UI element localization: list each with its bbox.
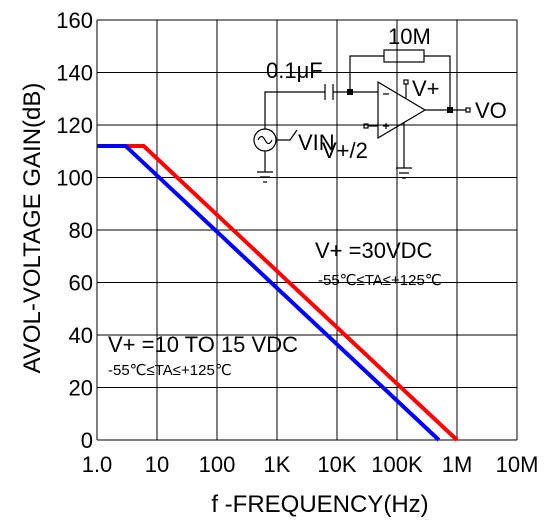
- circuit-schematic: [253, 49, 471, 183]
- input-wire: [264, 91, 325, 129]
- y-tick-label-6: 120: [56, 113, 93, 138]
- x-tick-label-3: 1K: [264, 452, 291, 477]
- annotation-blue-line1: V+ =10 TO 15 VDC: [108, 332, 298, 357]
- x-axis-label: f -FREQUENCY(Hz): [211, 491, 428, 518]
- y-axis-label: AVOL-VOLTAGE GAIN(dB): [19, 83, 46, 374]
- x-tick-label-6: 1M: [442, 452, 473, 477]
- junction-node-1: [347, 89, 353, 95]
- plus-input-mark: [383, 123, 389, 129]
- annotation-red-line1: V+ =30VDC: [315, 238, 433, 263]
- y-tick-label-4: 80: [69, 218, 93, 243]
- y-tick-label-0: 0: [81, 428, 93, 453]
- annotation-red-line2: -55℃≤TA≤+125℃: [318, 272, 442, 289]
- junction-node-2: [447, 107, 453, 113]
- x-tick-label-4: 10K: [317, 452, 356, 477]
- y-tick-label-8: 160: [56, 8, 93, 33]
- vo-label: VO: [475, 98, 507, 123]
- tick-labels: 1.0 10 100 1K 10K 100K 1M 10M 0 20 40 60 80 100 120 140…: [56, 8, 538, 477]
- circuit-nodes: [347, 89, 453, 113]
- vin-label: VIN: [298, 130, 335, 155]
- annotation-blue: V+ =10 TO 15 VDC -55℃≤TA≤+125℃: [108, 332, 298, 379]
- x-tick-label-5: 100K: [371, 452, 423, 477]
- vin-leader: [277, 129, 298, 141]
- x-tick-label-7: 10M: [496, 452, 539, 477]
- y-tick-label-2: 40: [69, 323, 93, 348]
- vplus-label: V+: [412, 76, 440, 101]
- x-tick-label-0: 1.0: [82, 452, 113, 477]
- y-tick-label-1: 20: [69, 376, 93, 401]
- ground-icon-1: [257, 171, 273, 183]
- annotation-blue-line2: -55℃≤TA≤+125℃: [108, 362, 232, 379]
- supply-pin: [403, 79, 409, 85]
- capacitor-icon: [324, 84, 334, 100]
- circuit-labels: 0.1μF 10M VIN V+ V+/2 VO: [266, 24, 507, 163]
- x-tick-label-1: 10: [145, 452, 169, 477]
- series-layer: [97, 144, 459, 442]
- feedback-wire-left: [349, 55, 384, 92]
- ac-source-wave: [257, 135, 273, 145]
- resistor-icon: [383, 49, 425, 63]
- series-line-1: [97, 144, 441, 442]
- y-tick-label-3: 60: [69, 271, 93, 296]
- x-tick-label-2: 100: [199, 452, 236, 477]
- cap-label: 0.1μF: [266, 58, 323, 83]
- vhalf-label: V+/2: [322, 138, 368, 163]
- op-amp-icon: [377, 80, 427, 140]
- feedback-wire-right: [424, 55, 451, 110]
- y-tick-label-7: 140: [56, 61, 93, 86]
- res-label: 10M: [388, 24, 431, 49]
- y-tick-label-5: 100: [56, 166, 93, 191]
- annotation-red: V+ =30VDC -55℃≤TA≤+125℃: [315, 238, 442, 289]
- ground-icon-2: [396, 167, 412, 179]
- grid: [96, 19, 518, 441]
- bias-pin: [363, 123, 369, 129]
- output-pin: [465, 107, 471, 113]
